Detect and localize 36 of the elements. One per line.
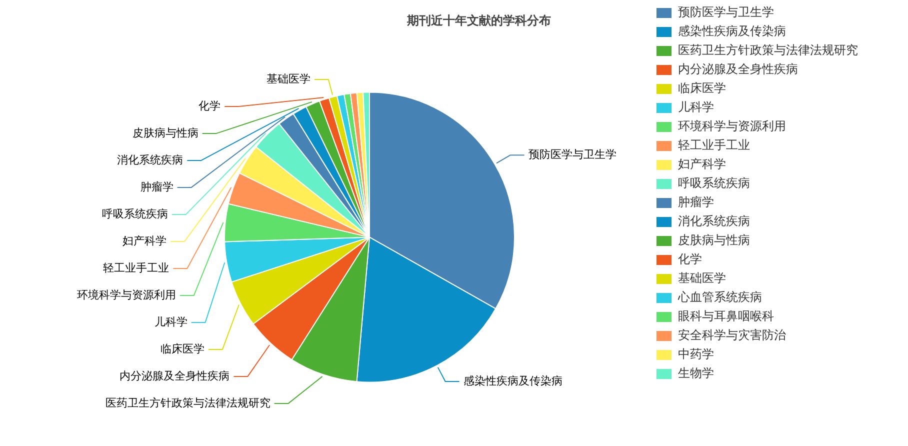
legend-label: 心血管系统疾病: [677, 290, 762, 304]
data-label: 消化系统疾病: [117, 153, 184, 166]
legend-label: 儿科学: [678, 100, 714, 114]
data-label: 临床医学: [160, 342, 204, 356]
legend-label: 皮肤病与性病: [678, 233, 750, 248]
data-label: 医药卫生方针政策与法律法规研究: [105, 396, 270, 410]
legend-label: 化学: [678, 252, 702, 266]
data-label: 化学: [198, 99, 221, 112]
legend-label: 眼科与耳鼻咽喉科: [678, 309, 774, 324]
data-label: 内分泌腺及全身性疾病: [120, 369, 230, 382]
data-label: 基础医学: [266, 72, 310, 86]
text: 期刊近十年文献的学科分布: [406, 13, 551, 28]
legend-label: 感染性疾病及传染病: [678, 24, 786, 38]
legend-label: 轻工业手工业: [678, 138, 750, 152]
legend-label: 基础医学: [678, 271, 726, 286]
data-label: 肿瘤学: [140, 180, 174, 194]
legend-label: 呼吸系统疾病: [678, 176, 750, 190]
data-label: 感染性疾病及传染病: [463, 374, 562, 388]
data-label: 轻工业手工业: [103, 261, 170, 274]
legend-label: 医药卫生方针政策与法律法规研究: [678, 43, 858, 58]
legend-label: 消化系统疾病: [678, 214, 750, 228]
data-label: 环境科学与资源利用: [76, 288, 176, 302]
data-label: 儿科学: [154, 315, 188, 328]
legend-label: 内分泌腺及全身性疾病: [678, 62, 798, 76]
legend-label: 安全科学与灾害防治: [678, 328, 786, 342]
legend-label: 环境科学与资源利用: [678, 119, 786, 134]
legend-label: 临床医学: [678, 81, 726, 96]
data-label: 预防医学与卫生学: [528, 148, 616, 161]
legend-label: 预防医学与卫生学: [678, 5, 774, 20]
legend-label: 中药学: [678, 347, 714, 362]
legend-label: 生物学: [678, 366, 714, 380]
legend-label: 妇产科学: [678, 157, 726, 172]
data-label: 呼吸系统疾病: [102, 207, 168, 220]
legend-label: 肿瘤学: [678, 195, 714, 210]
data-label: 皮肤病与性病: [132, 126, 198, 140]
data-label: 妇产科学: [122, 234, 167, 248]
